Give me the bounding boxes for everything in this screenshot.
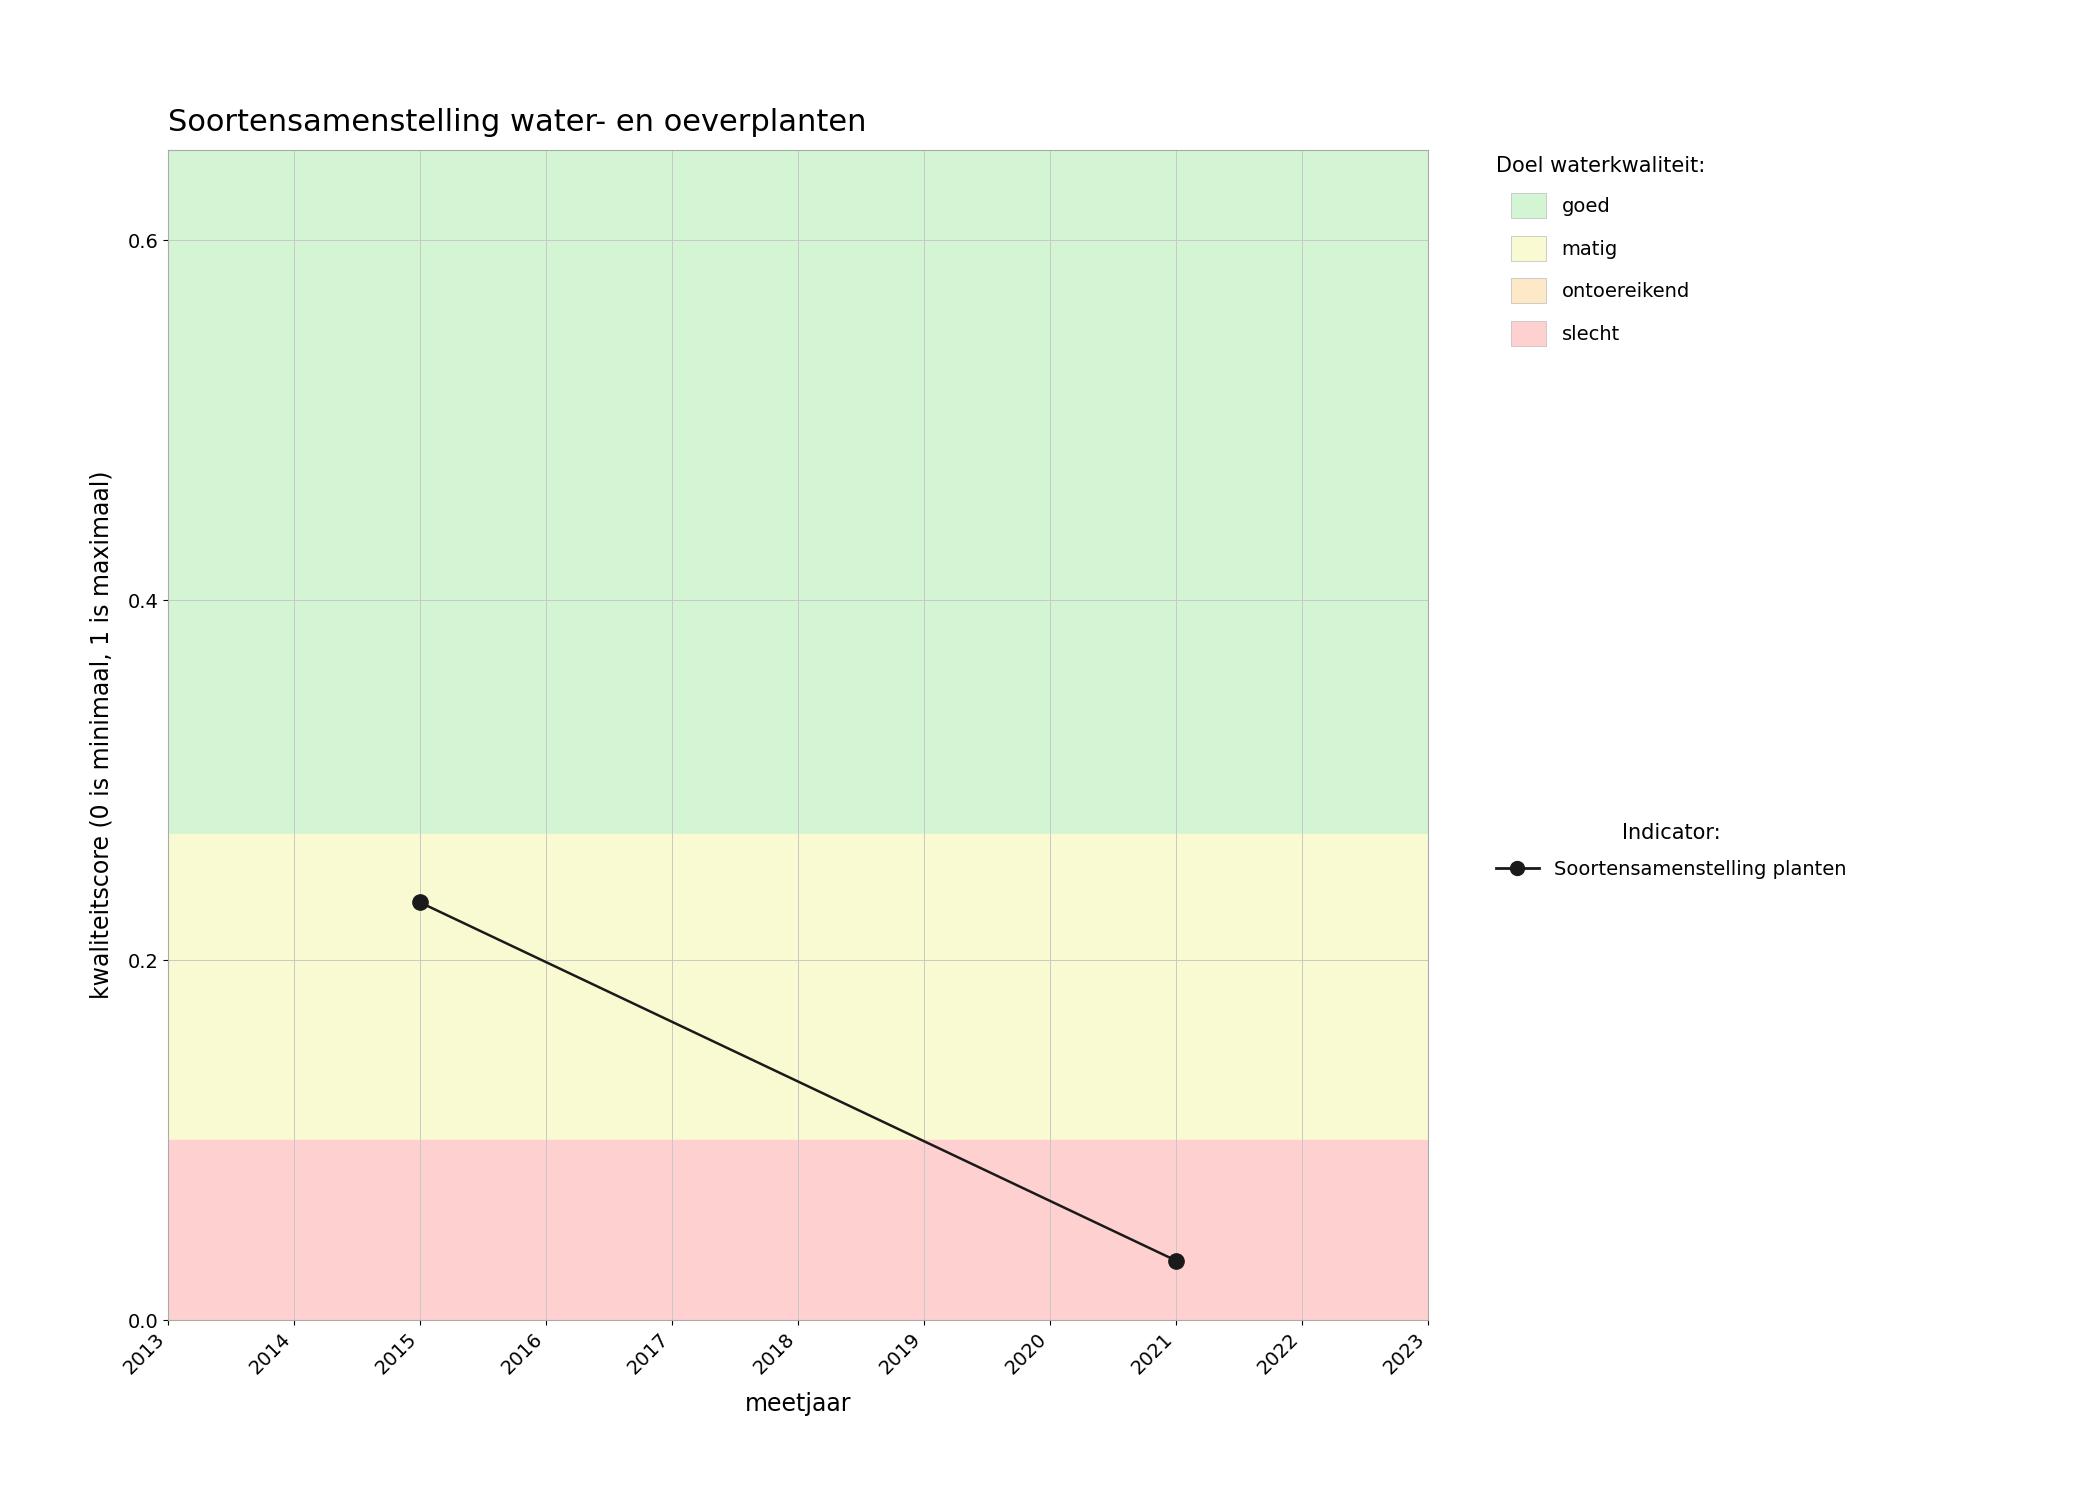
Bar [168, 1140, 1428, 1320]
Text: Soortensamenstelling water- en oeverplanten: Soortensamenstelling water- en oeverplan… [168, 108, 867, 136]
Bar [168, 150, 1428, 834]
Y-axis label: kwaliteitscore (0 is minimaal, 1 is maximaal): kwaliteitscore (0 is minimaal, 1 is maxi… [90, 471, 113, 999]
Bar [168, 834, 1428, 1140]
X-axis label: meetjaar: meetjaar [746, 1392, 851, 1416]
Legend: Soortensamenstelling planten: Soortensamenstelling planten [1489, 815, 1854, 886]
